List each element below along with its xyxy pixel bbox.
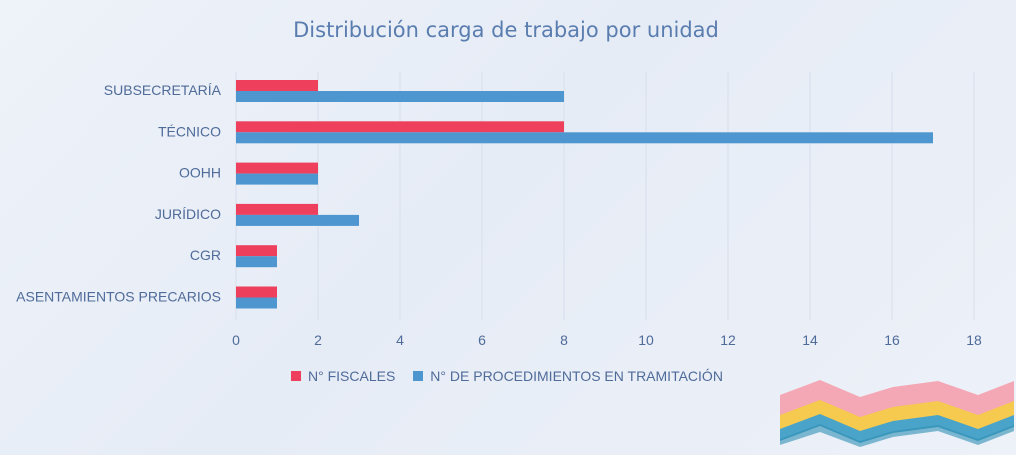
zigzag-decoration [780,380,1014,447]
category-label: OOHH [179,165,221,181]
x-tick-label: 2 [314,332,322,348]
bar-procedimientos [236,214,359,226]
category-label: JURÍDICO [155,206,221,222]
x-tick-label: 10 [638,332,654,348]
category-label: TÉCNICO [158,123,221,139]
x-tick-label: 0 [232,332,240,348]
x-tick-label: 4 [396,332,404,348]
x-tick-label: 14 [802,332,818,348]
legend-label-fiscales: N° FISCALES [308,368,396,384]
legend-item-procedimientos: N° DE PROCEDIMIENTOS EN TRAMITACIÓN [413,368,723,384]
x-tick-label: 18 [966,332,982,348]
x-tick-label: 6 [478,332,486,348]
bar-fiscales [236,203,318,215]
bar-procedimientos [236,91,564,102]
bar-fiscales [236,162,318,174]
bar-procedimientos [236,256,277,268]
chart-legend: N° FISCALES N° DE PROCEDIMIENTOS EN TRAM… [291,368,741,384]
bar-fiscales [236,245,277,257]
category-label: SUBSECRETARÍA [104,82,222,98]
legend-label-procedimientos: N° DE PROCEDIMIENTOS EN TRAMITACIÓN [430,368,723,384]
bar-fiscales [236,286,277,298]
legend-swatch-fiscales [291,371,301,381]
bar-procedimientos [236,173,318,185]
bar-procedimientos [236,297,277,309]
bar-fiscales [236,121,564,133]
legend-swatch-procedimientos [413,371,424,381]
x-tick-label: 12 [720,332,736,348]
legend-item-fiscales: N° FISCALES [291,368,395,384]
bar-procedimientos [236,132,933,144]
bar-chart: 0 2 4 6 8 10 12 14 16 18 SUBSECRETARÍA TÉCNICO OOHH J… [16,72,982,348]
category-label: ASENTAMIENTOS PRECARIOS [16,289,221,305]
chart-title: Distribución carga de trabajo por unidad [293,18,719,42]
x-tick-label: 16 [884,332,900,348]
bar-fiscales [236,80,318,91]
x-tick-label: 8 [560,332,568,348]
category-label: CGR [190,247,221,263]
